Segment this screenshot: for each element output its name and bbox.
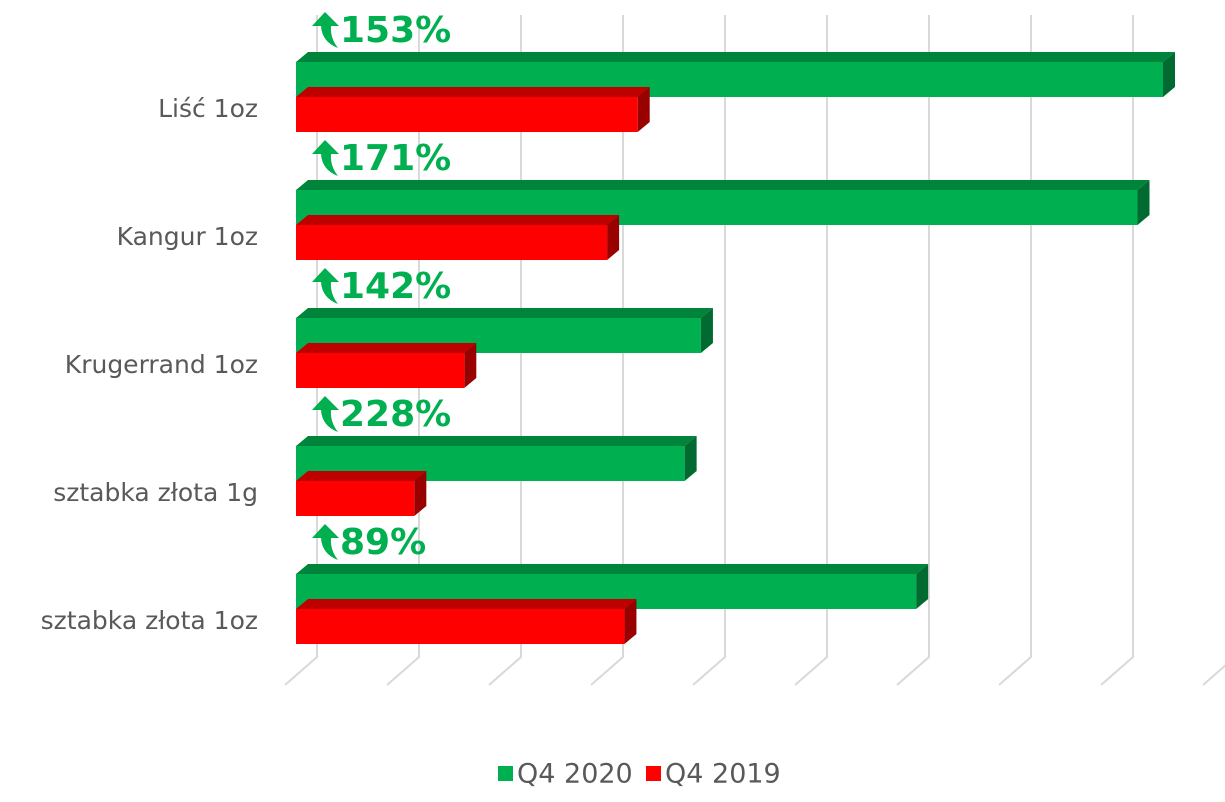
- bar-face: [296, 481, 415, 516]
- category-label: sztabka złota 1g: [53, 478, 258, 507]
- bar-top: [296, 180, 1150, 190]
- bar-top: [296, 52, 1175, 62]
- grid-line: [692, 15, 726, 686]
- legend-swatch: [646, 766, 661, 781]
- bar: [296, 343, 477, 388]
- grid-line: [1100, 15, 1134, 686]
- bar-side: [1137, 180, 1150, 225]
- up-arrow: [312, 268, 339, 304]
- up-arrow: [312, 396, 339, 432]
- growth-annotation: 171%: [340, 138, 451, 179]
- up-arrow: [312, 140, 339, 176]
- category-label: Liść 1oz: [158, 94, 258, 123]
- bar-face: [296, 97, 638, 132]
- bar-side: [700, 308, 713, 353]
- bar-face: [296, 225, 608, 260]
- bar-top: [296, 599, 637, 609]
- bar-top: [296, 343, 477, 353]
- bar: [296, 599, 637, 644]
- up-arrow: [312, 12, 339, 48]
- grid-line: [896, 15, 930, 686]
- bar: [296, 308, 713, 353]
- legend-label: Q4 2020: [517, 759, 633, 790]
- bar-side: [916, 564, 929, 609]
- growth-annotation: 142%: [340, 266, 451, 307]
- bar-face: [296, 609, 625, 644]
- grid-line: [794, 15, 828, 686]
- growth-annotation: 228%: [340, 394, 451, 435]
- bar-top: [296, 215, 620, 225]
- up-arrow: [312, 524, 339, 560]
- growth-annotation: 153%: [340, 10, 451, 51]
- bar-face: [296, 353, 465, 388]
- bar-side: [624, 599, 637, 644]
- bar-top: [296, 87, 650, 97]
- bar-side: [414, 471, 427, 516]
- category-label: Kangur 1oz: [117, 222, 258, 251]
- bar-side: [684, 436, 697, 481]
- bar-side: [637, 87, 650, 132]
- category-label: Krugerrand 1oz: [65, 350, 258, 379]
- category-label: sztabka złota 1oz: [41, 606, 258, 635]
- bar: [296, 87, 650, 132]
- bar-side: [607, 215, 620, 260]
- grid-line: [998, 15, 1032, 686]
- grid-line: [590, 15, 624, 686]
- legend-label: Q4 2019: [665, 759, 781, 790]
- bar: [296, 471, 427, 516]
- bar-side: [1163, 52, 1175, 97]
- bar-top: [296, 564, 929, 574]
- bar-top: [296, 436, 697, 446]
- bar-top: [296, 308, 713, 318]
- bar: [296, 215, 620, 260]
- grid-line: [1202, 664, 1225, 686]
- bar-side: [464, 343, 477, 388]
- legend-swatch: [498, 766, 513, 781]
- bar-top: [296, 471, 427, 481]
- growth-annotation: 89%: [340, 522, 426, 563]
